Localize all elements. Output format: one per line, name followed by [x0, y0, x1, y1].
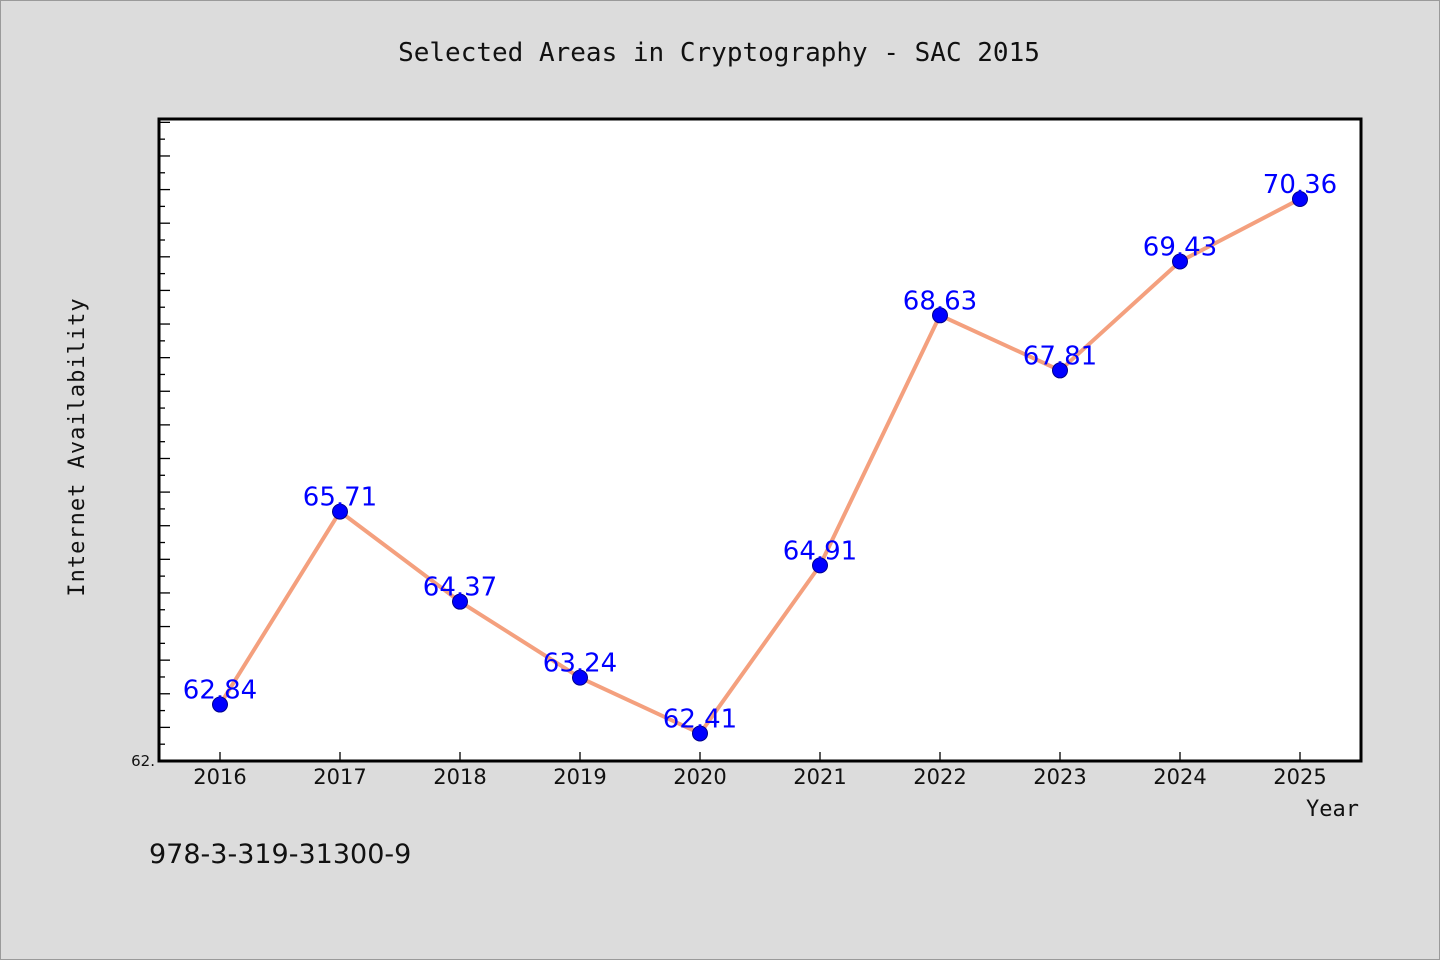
x-tick-label: 2024	[1153, 765, 1206, 789]
data-point	[1292, 190, 1308, 207]
data-label: 70.36	[1263, 170, 1337, 200]
data-label: 68.63	[903, 286, 977, 316]
x-axis-title: Year	[1306, 797, 1359, 822]
y-axis-ticks: 62.	[131, 121, 170, 770]
data-point	[1052, 362, 1068, 379]
data-point	[332, 503, 348, 520]
plot-area	[157, 117, 1363, 763]
data-label: 63.24	[543, 649, 617, 679]
data-label-layer: 62.84 65.71 64.37 63.24 62.41 64.91 68.63 67.81…	[183, 170, 1337, 734]
x-tick-label: 2017	[313, 765, 366, 789]
x-tick-label: 2018	[433, 765, 486, 789]
y-axis-title: Internet Availability	[65, 297, 90, 596]
data-label: 65.71	[303, 483, 377, 513]
data-point	[452, 593, 468, 610]
x-tick-label: 2025	[1273, 765, 1326, 789]
data-point	[812, 557, 828, 574]
data-label: 69.43	[1143, 233, 1217, 263]
data-point	[212, 696, 228, 713]
chart-title: Selected Areas in Cryptography - SAC 201…	[398, 38, 1040, 68]
x-tick-label: 2023	[1033, 765, 1086, 789]
data-label: 67.81	[1023, 341, 1097, 371]
data-point	[932, 307, 948, 324]
series-line	[218, 196, 1302, 736]
data-label: 62.84	[183, 676, 257, 706]
isbn-footer: 978-3-319-31300-9	[149, 839, 411, 870]
series-layer	[212, 190, 1308, 742]
x-tick-label: 2016	[193, 765, 246, 789]
x-tick-label: 2020	[673, 765, 726, 789]
data-label: 64.91	[783, 536, 857, 566]
x-tick-label: 2019	[553, 765, 606, 789]
data-label: 62.41	[663, 704, 737, 734]
x-tick-label: 2022	[913, 765, 966, 789]
x-tick-label: 2021	[793, 765, 846, 789]
data-label: 64.37	[423, 573, 497, 603]
data-point	[692, 725, 708, 742]
x-axis-ticks: 2016 2017 2018 2019 2020 2021 2022 2023 2024 2025	[193, 752, 1327, 789]
y-tick-label: 62.	[131, 752, 155, 770]
data-point	[572, 669, 588, 686]
data-point	[1172, 253, 1188, 270]
